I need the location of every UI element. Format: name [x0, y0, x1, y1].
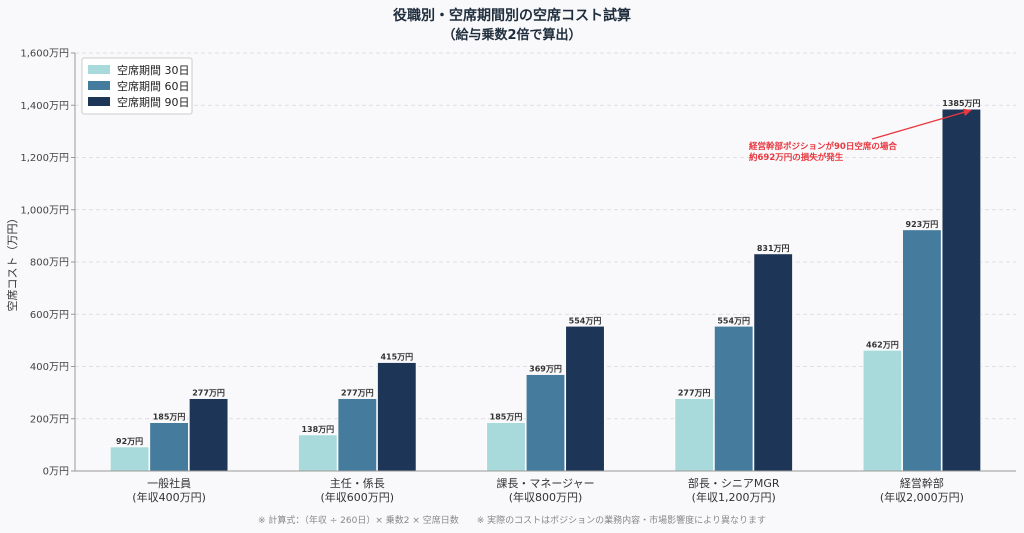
- y-tick-label: 600万円: [30, 310, 69, 321]
- bar: [714, 325, 754, 472]
- y-tick-label: 0万円: [43, 467, 69, 478]
- data-label: 554万円: [569, 316, 602, 325]
- bar: [941, 108, 981, 472]
- data-label: 831万円: [757, 244, 790, 253]
- data-label: 415万円: [380, 353, 413, 362]
- annotation-text: 約692万円の損失が発生: [749, 152, 844, 163]
- data-labels: 92万円 185万円 277万円 138万円 277万円 415万円 185万円 369万円 5…: [116, 99, 981, 446]
- annotation-text: 経営幹部ポジションが90日空席の場合: [749, 141, 897, 152]
- x-tick-label: 経営幹部: [900, 476, 944, 490]
- x-tick-label: 一般社員: [147, 476, 191, 490]
- bar: [337, 398, 377, 472]
- y-tick-label: 1,600万円: [20, 49, 69, 60]
- y-tick-label: 400万円: [30, 362, 69, 373]
- y-axis-label: 空席コスト（万円）: [5, 213, 19, 312]
- chart-title: 役職別・空席期間別の空席コスト試算: [393, 7, 631, 24]
- x-tick-sublabel: (年収1,200万円): [692, 490, 776, 504]
- y-tick-label: 1,000万円: [20, 205, 69, 216]
- data-label: 369万円: [529, 365, 562, 374]
- x-tick-sublabel: (年収800万円): [509, 490, 583, 504]
- bar: [298, 434, 338, 472]
- data-label: 92万円: [116, 437, 143, 446]
- y-tick-label: 1,400万円: [20, 101, 69, 112]
- x-axis-categories: 一般社員(年収400万円) 主任・係長(年収600万円) 課長・マネージャー(年収8…: [132, 476, 964, 504]
- gridlines: [75, 52, 1016, 420]
- x-tick-label: 課長・マネージャー: [496, 476, 594, 490]
- legend-swatch: [88, 65, 110, 74]
- bar: [674, 398, 714, 472]
- y-axis-ticks: 0万円 200万円 400万円 600万円 800万円 1,000万円 1,200万円 1,4…: [20, 49, 75, 478]
- data-label: 462万円: [866, 340, 899, 349]
- data-label: 185万円: [490, 413, 523, 422]
- y-tick-label: 200万円: [30, 414, 69, 425]
- data-label: 1385万円: [942, 99, 980, 108]
- chart-subtitle: （給与乗数2倍で算出）: [442, 27, 581, 43]
- bars: [110, 108, 981, 472]
- data-label: 277万円: [341, 389, 374, 398]
- x-tick-label: 主任・係長: [330, 477, 385, 490]
- bar: [525, 374, 566, 472]
- x-tick-sublabel: (年収600万円): [321, 490, 395, 504]
- bar: [862, 350, 902, 472]
- annotation-arrow: [871, 108, 972, 140]
- bar: [149, 422, 189, 472]
- x-tick-sublabel: (年収400万円): [132, 490, 206, 504]
- legend-entry: 空席期間 60日: [117, 79, 190, 93]
- footnote: ※ 計算式：（年収 ÷ 260日）× 乗数2 × 空席日数 ※ 実際のコストはポ…: [258, 514, 766, 526]
- legend-entry: 空席期間 30日: [117, 63, 190, 77]
- legend-entry: 空席期間 90日: [117, 95, 190, 109]
- bar: [902, 229, 942, 472]
- bar: [377, 362, 417, 472]
- data-label: 277万円: [678, 389, 711, 398]
- data-label: 185万円: [153, 413, 186, 422]
- data-label: 554万円: [717, 316, 750, 325]
- data-label: 923万円: [906, 220, 939, 229]
- legend-swatch: [88, 97, 110, 106]
- data-label: 277万円: [192, 389, 225, 398]
- bar: [753, 253, 793, 472]
- bar: [110, 446, 150, 472]
- bar: [486, 422, 526, 472]
- legend-swatch: [88, 81, 110, 90]
- bar: [189, 398, 229, 472]
- x-tick-sublabel: (年収2,000万円): [880, 490, 964, 504]
- x-tick-label: 部長・シニアMGR: [688, 476, 780, 490]
- y-tick-label: 1,200万円: [20, 153, 69, 164]
- bar: [565, 325, 605, 472]
- data-label: 138万円: [301, 425, 334, 434]
- y-tick-label: 800万円: [30, 258, 69, 269]
